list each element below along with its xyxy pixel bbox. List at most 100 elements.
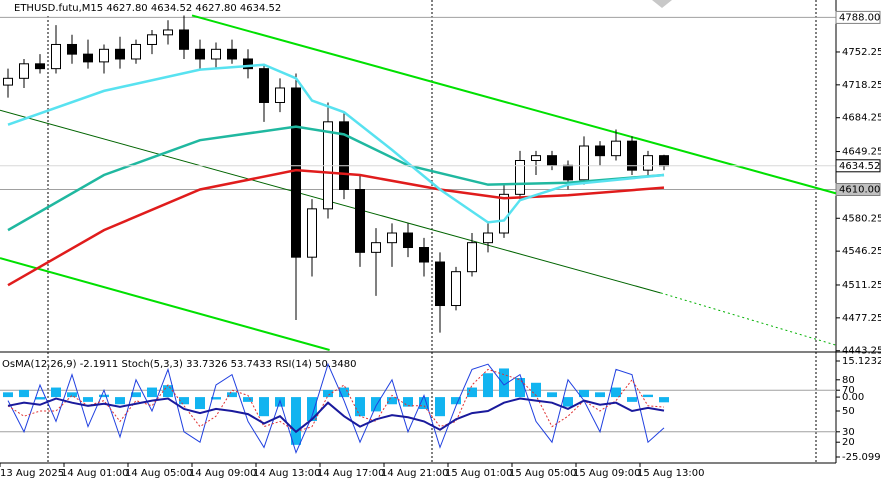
osma-bar <box>451 397 461 405</box>
candle-body <box>195 48 205 60</box>
osma-bar <box>35 397 45 400</box>
candle-body <box>659 155 669 167</box>
osma-bar <box>99 394 109 398</box>
candle-body <box>627 140 637 171</box>
candle-body <box>483 232 493 244</box>
x-tick-label: 14 Aug 01:00 <box>61 468 128 479</box>
candle-body <box>595 145 605 157</box>
candle-body <box>291 87 301 258</box>
candle-body <box>19 63 29 79</box>
candle-body <box>99 48 109 63</box>
candle-body <box>275 87 285 103</box>
candle-body <box>131 43 141 60</box>
candle-body <box>307 208 317 258</box>
rsi-line <box>7 397 665 434</box>
candle-body <box>83 53 93 63</box>
candle-body <box>499 193 509 234</box>
x-tick-label: 15 Aug 01:00 <box>445 468 512 479</box>
y-tick-label: 4443.25 <box>842 346 881 357</box>
moving-average <box>7 168 665 287</box>
osma-bar <box>531 382 541 398</box>
level-label: 4610.00 <box>839 185 880 196</box>
last-price-label: 4634.52 <box>839 161 880 172</box>
x-tick-label: 14 Aug 05:00 <box>125 468 192 479</box>
level-box <box>835 10 881 24</box>
moving-average <box>7 63 665 224</box>
y-tick-label: 4477.25 <box>842 313 881 324</box>
osma-bar <box>627 397 637 402</box>
osma-bar <box>483 373 493 398</box>
x-tick-label: 14 Aug 21:00 <box>381 468 448 479</box>
candle-body <box>163 29 173 36</box>
candle-body <box>227 48 237 60</box>
osma-bar <box>147 387 157 398</box>
candle-body <box>35 63 45 70</box>
osc-tick-label: 20 <box>842 437 855 448</box>
candle-body <box>115 48 125 60</box>
y-tick-label: 4752.25 <box>842 47 881 58</box>
osma-bar <box>227 392 237 398</box>
candle-body <box>643 155 653 171</box>
osma-bar <box>195 397 205 410</box>
y-tick-label: 4511.25 <box>842 280 881 291</box>
x-tick-label: 14 Aug 09:00 <box>189 468 256 479</box>
osma-bar <box>419 397 429 410</box>
y-tick-label: 4684.25 <box>842 113 881 124</box>
level-box <box>835 183 881 197</box>
candle-body <box>179 29 189 50</box>
osma-bar <box>307 397 317 421</box>
osma-bar <box>643 394 653 398</box>
osma-bar <box>499 368 509 398</box>
candle-body <box>419 247 429 263</box>
candle-body <box>563 164 573 181</box>
indicator-label: OsMA(12,26,9) -2.1911 Stoch(5,3,3) 33.73… <box>2 359 357 370</box>
candle-body <box>451 271 461 307</box>
trendline <box>191 14 837 195</box>
chart-title: ETHUSD.futu,M15 4627.80 4634.52 4627.80 … <box>14 3 281 14</box>
osma-bar <box>163 385 173 398</box>
stoch-main <box>7 362 665 455</box>
candle-body <box>211 48 221 60</box>
osma-bar <box>515 378 525 398</box>
osma-bar <box>467 387 477 398</box>
osma-bar <box>211 397 221 400</box>
x-tick-label: 15 Aug 09:00 <box>573 468 640 479</box>
candle-body <box>403 232 413 249</box>
y-tick-label: 4718.25 <box>842 80 881 91</box>
osma-bar <box>243 397 253 402</box>
osma-bar <box>51 387 61 398</box>
osma-bar <box>259 397 269 417</box>
osma-bar <box>67 392 77 398</box>
osma-bar <box>179 397 189 405</box>
osma-bar <box>355 397 365 417</box>
osma-bar <box>83 397 93 402</box>
candle-body <box>339 121 349 191</box>
osma-tick-label: 0.00 <box>842 392 864 403</box>
level-label: 4788.00 <box>839 12 880 23</box>
y-tick-label: 4546.25 <box>842 246 881 257</box>
shift-marker <box>652 0 672 8</box>
osma-bar <box>339 387 349 398</box>
last-price-box <box>835 159 881 173</box>
x-tick-label: 14 Aug 13:00 <box>253 468 320 479</box>
osma-bar <box>579 389 589 398</box>
candle-body <box>467 242 477 273</box>
candle-body <box>579 145 589 181</box>
osma-bar <box>611 387 621 398</box>
osma-bar <box>435 397 445 417</box>
candle-body <box>611 140 621 157</box>
osma-bar <box>323 389 333 398</box>
candle-body <box>531 155 541 161</box>
osma-bar <box>563 397 573 407</box>
osma-tick-label: 15.1232 <box>842 356 881 367</box>
candle-body <box>515 159 525 195</box>
candle-body <box>147 34 157 45</box>
title-backdrop <box>0 0 250 14</box>
osma-bar <box>19 389 29 398</box>
osma-bar <box>595 392 605 398</box>
candle-body <box>435 261 445 307</box>
osma-bar <box>547 392 557 398</box>
osc-tick-label: 50 <box>842 406 855 417</box>
osma-bar <box>659 397 669 403</box>
